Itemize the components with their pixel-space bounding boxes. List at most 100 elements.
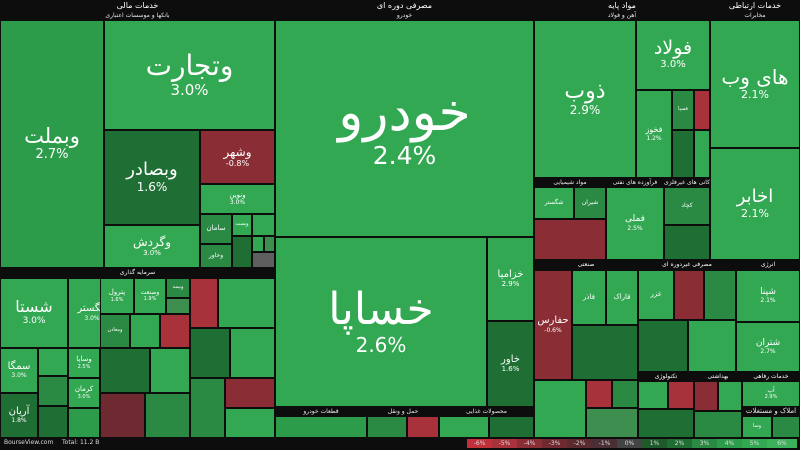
- tile-kerman[interactable]: کرمان 3.0%: [68, 378, 100, 408]
- tile-arian[interactable]: آریان 1.8%: [0, 393, 38, 438]
- legend-item: 3%: [692, 439, 717, 448]
- tile-khsapa[interactable]: خساپا 2.6%: [275, 237, 487, 407]
- tile-vagardesh[interactable]: وگردش 3.0%: [104, 225, 200, 268]
- tile-fameli[interactable]: فملی 2.5%: [606, 187, 664, 260]
- tile-khzamia[interactable]: خزامیا 2.9%: [487, 237, 534, 321]
- tile-hafars[interactable]: حفارس -0.6%: [534, 270, 572, 380]
- legend-item: 5%: [742, 439, 767, 448]
- tile-mini-c[interactable]: [252, 236, 264, 252]
- tile-base-b[interactable]: [694, 130, 710, 178]
- tile-vasakhtem[interactable]: وصنعت 1.9%: [134, 278, 166, 314]
- tile-vatejarat[interactable]: وتجارت 3.0%: [104, 20, 275, 130]
- tile-mini-d[interactable]: [264, 236, 275, 252]
- tile-cap-r[interactable]: [225, 408, 275, 438]
- tile-shasta[interactable]: شستا 3.0%: [0, 278, 68, 348]
- tile-vesaba[interactable]: وساپا 2.5%: [68, 348, 100, 378]
- tile-trans-b[interactable]: [407, 416, 439, 438]
- tile-saman[interactable]: سامان: [200, 214, 232, 244]
- tile-cap-n[interactable]: [190, 328, 230, 378]
- tile-ind-b[interactable]: [534, 380, 586, 438]
- tile-vapost[interactable]: وپست: [232, 214, 252, 236]
- tile-shiran[interactable]: شیران: [574, 187, 606, 219]
- tile-tech-c[interactable]: [638, 409, 694, 438]
- tile-cap-o[interactable]: [230, 328, 275, 378]
- tile-petrol[interactable]: پترول 1.6%: [100, 278, 134, 314]
- tile-shatran[interactable]: شتران 2.7%: [736, 322, 800, 372]
- tile-vemadan[interactable]: ومعادن: [100, 314, 130, 348]
- tile-foolad[interactable]: فولاد 3.0%: [636, 20, 710, 90]
- tile-ind-a[interactable]: [572, 325, 638, 380]
- tile-vashahr[interactable]: وشهر -0.8%: [200, 130, 275, 184]
- tile-vebmelat[interactable]: وبملت 2.7%: [0, 20, 104, 268]
- tile-shana[interactable]: شپنا 2.1%: [736, 270, 800, 322]
- tile-tech-a[interactable]: [638, 381, 668, 409]
- tile-ind-d[interactable]: [612, 380, 638, 408]
- tile-cap-c[interactable]: [38, 406, 68, 438]
- legend-item: 0%: [617, 439, 642, 448]
- tile-fesepahan[interactable]: فسپا: [672, 90, 694, 130]
- tile-vanovin[interactable]: ونوین 3.0%: [200, 184, 275, 214]
- tile-cap-f[interactable]: [130, 314, 160, 348]
- tile-ind-c[interactable]: [586, 380, 612, 408]
- tile-shgostar[interactable]: شگستر: [534, 187, 574, 219]
- tile-cap-p[interactable]: [190, 378, 225, 438]
- tile-ghazar[interactable]: غزر: [638, 270, 674, 320]
- tile-khodro[interactable]: خودرو 2.4%: [275, 20, 534, 237]
- tile-cons-c[interactable]: [638, 320, 688, 372]
- tile-jam[interactable]: وسا: [742, 416, 772, 438]
- tile-mini-b[interactable]: [232, 236, 252, 268]
- tile-vebsader[interactable]: وبصادر 1.6%: [104, 130, 200, 225]
- tile-tech-b[interactable]: [668, 381, 694, 409]
- tile-re-a[interactable]: [772, 416, 800, 438]
- tile-ind-e[interactable]: [586, 408, 638, 438]
- tile-faraz[interactable]: فاذر: [572, 270, 606, 325]
- tile-vakhavar[interactable]: وخاور: [200, 244, 232, 268]
- tile-base-a[interactable]: [672, 130, 694, 178]
- tile-cap-g[interactable]: [160, 314, 190, 348]
- tile-khaft[interactable]: قاراک: [606, 270, 638, 325]
- tile-cap-b[interactable]: [38, 376, 68, 406]
- sub-sector-title: آهن و فولاد: [534, 11, 710, 20]
- tile-cap-i[interactable]: [150, 348, 190, 393]
- tile-health-b[interactable]: [718, 381, 742, 411]
- tile-food-b[interactable]: [489, 416, 534, 438]
- tile-base-red[interactable]: [694, 90, 710, 130]
- tile-kachad[interactable]: کچاد: [664, 187, 710, 225]
- sector-capital: سرمایه گذاری شستا 3.0% خگستر 3.0% سمگا 3…: [0, 268, 275, 438]
- tile-cap-a[interactable]: [38, 348, 68, 376]
- tile-cap-k[interactable]: [145, 393, 190, 438]
- tile-vebimeh[interactable]: وبیمه: [166, 278, 190, 298]
- tile-cons-b[interactable]: [704, 270, 736, 320]
- brand-label: BourseView.com: [4, 439, 54, 446]
- tile-chem-mix[interactable]: [534, 219, 606, 260]
- tile-cap-d[interactable]: [68, 408, 100, 438]
- tile-aba[interactable]: آپ 2.9%: [742, 381, 800, 407]
- tile-cap-h[interactable]: [100, 348, 150, 393]
- tile-cons-a[interactable]: [674, 270, 704, 320]
- sub-sector-title: مخابرات: [710, 11, 800, 20]
- tile-cap-e[interactable]: [166, 298, 190, 314]
- sector-utility: خدمات رفاهی آپ 2.9% املاک و مستغلات وسا: [742, 372, 800, 438]
- tile-fakhooz[interactable]: فخوز 1.2%: [636, 90, 672, 178]
- tile-trans-a[interactable]: [367, 416, 407, 438]
- tile-cap-j[interactable]: [100, 393, 145, 438]
- sector-auto: مصرفی دوره ای خودرو خودرو 2.4% خساپا 2.6…: [275, 0, 534, 438]
- sub-sector-title: قطعات خودرو: [275, 407, 367, 416]
- tile-mini-e[interactable]: [252, 252, 275, 268]
- tile-simorgh[interactable]: سمگا 3.0%: [0, 348, 38, 393]
- tile-food-a[interactable]: [439, 416, 489, 438]
- tile-health-a[interactable]: [694, 381, 718, 411]
- tile-mini-a[interactable]: [252, 214, 275, 236]
- tile-khavar[interactable]: خاور 1.6%: [487, 321, 534, 407]
- sector-title: انرژی: [760, 261, 776, 268]
- tile-cap-l[interactable]: [190, 278, 218, 328]
- tile-nonmetal[interactable]: [664, 225, 710, 260]
- tile-zob[interactable]: ذوب 2.9%: [534, 20, 636, 178]
- tile-health-c[interactable]: [694, 411, 742, 438]
- tile-parts[interactable]: [275, 416, 367, 438]
- tile-akhaber[interactable]: اخابر 2.1%: [710, 148, 800, 260]
- tile-cap-m[interactable]: [218, 278, 275, 328]
- tile-cap-q[interactable]: [225, 378, 275, 408]
- tile-hamrahaval[interactable]: های وب 2.1%: [710, 20, 800, 148]
- tile-cons-d[interactable]: [688, 320, 736, 372]
